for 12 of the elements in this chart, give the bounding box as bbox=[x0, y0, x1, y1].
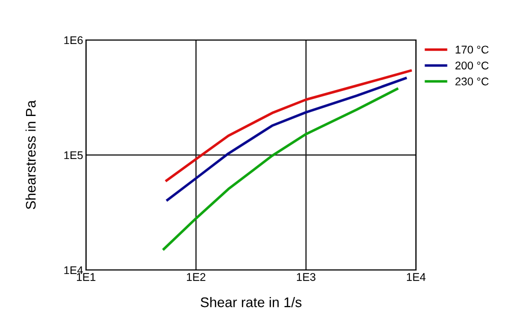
legend-label: 200 °C bbox=[455, 62, 489, 70]
y-tick-label: 1E4 bbox=[64, 266, 83, 274]
x-tick-label: 1E1 bbox=[76, 273, 96, 281]
x-tick-label: 1E2 bbox=[186, 273, 206, 281]
y-axis-title: Shearstress in Pa bbox=[26, 100, 36, 210]
legend-label: 230 °C bbox=[455, 78, 489, 86]
x-tick-label: 1E4 bbox=[406, 273, 426, 281]
y-tick-label: 1E6 bbox=[64, 36, 83, 44]
x-tick-label: 1E3 bbox=[296, 273, 316, 281]
x-axis-title: Shear rate in 1/s bbox=[200, 297, 302, 308]
y-tick-label: 1E5 bbox=[64, 151, 83, 160]
legend-label: 170 °C bbox=[456, 46, 489, 54]
